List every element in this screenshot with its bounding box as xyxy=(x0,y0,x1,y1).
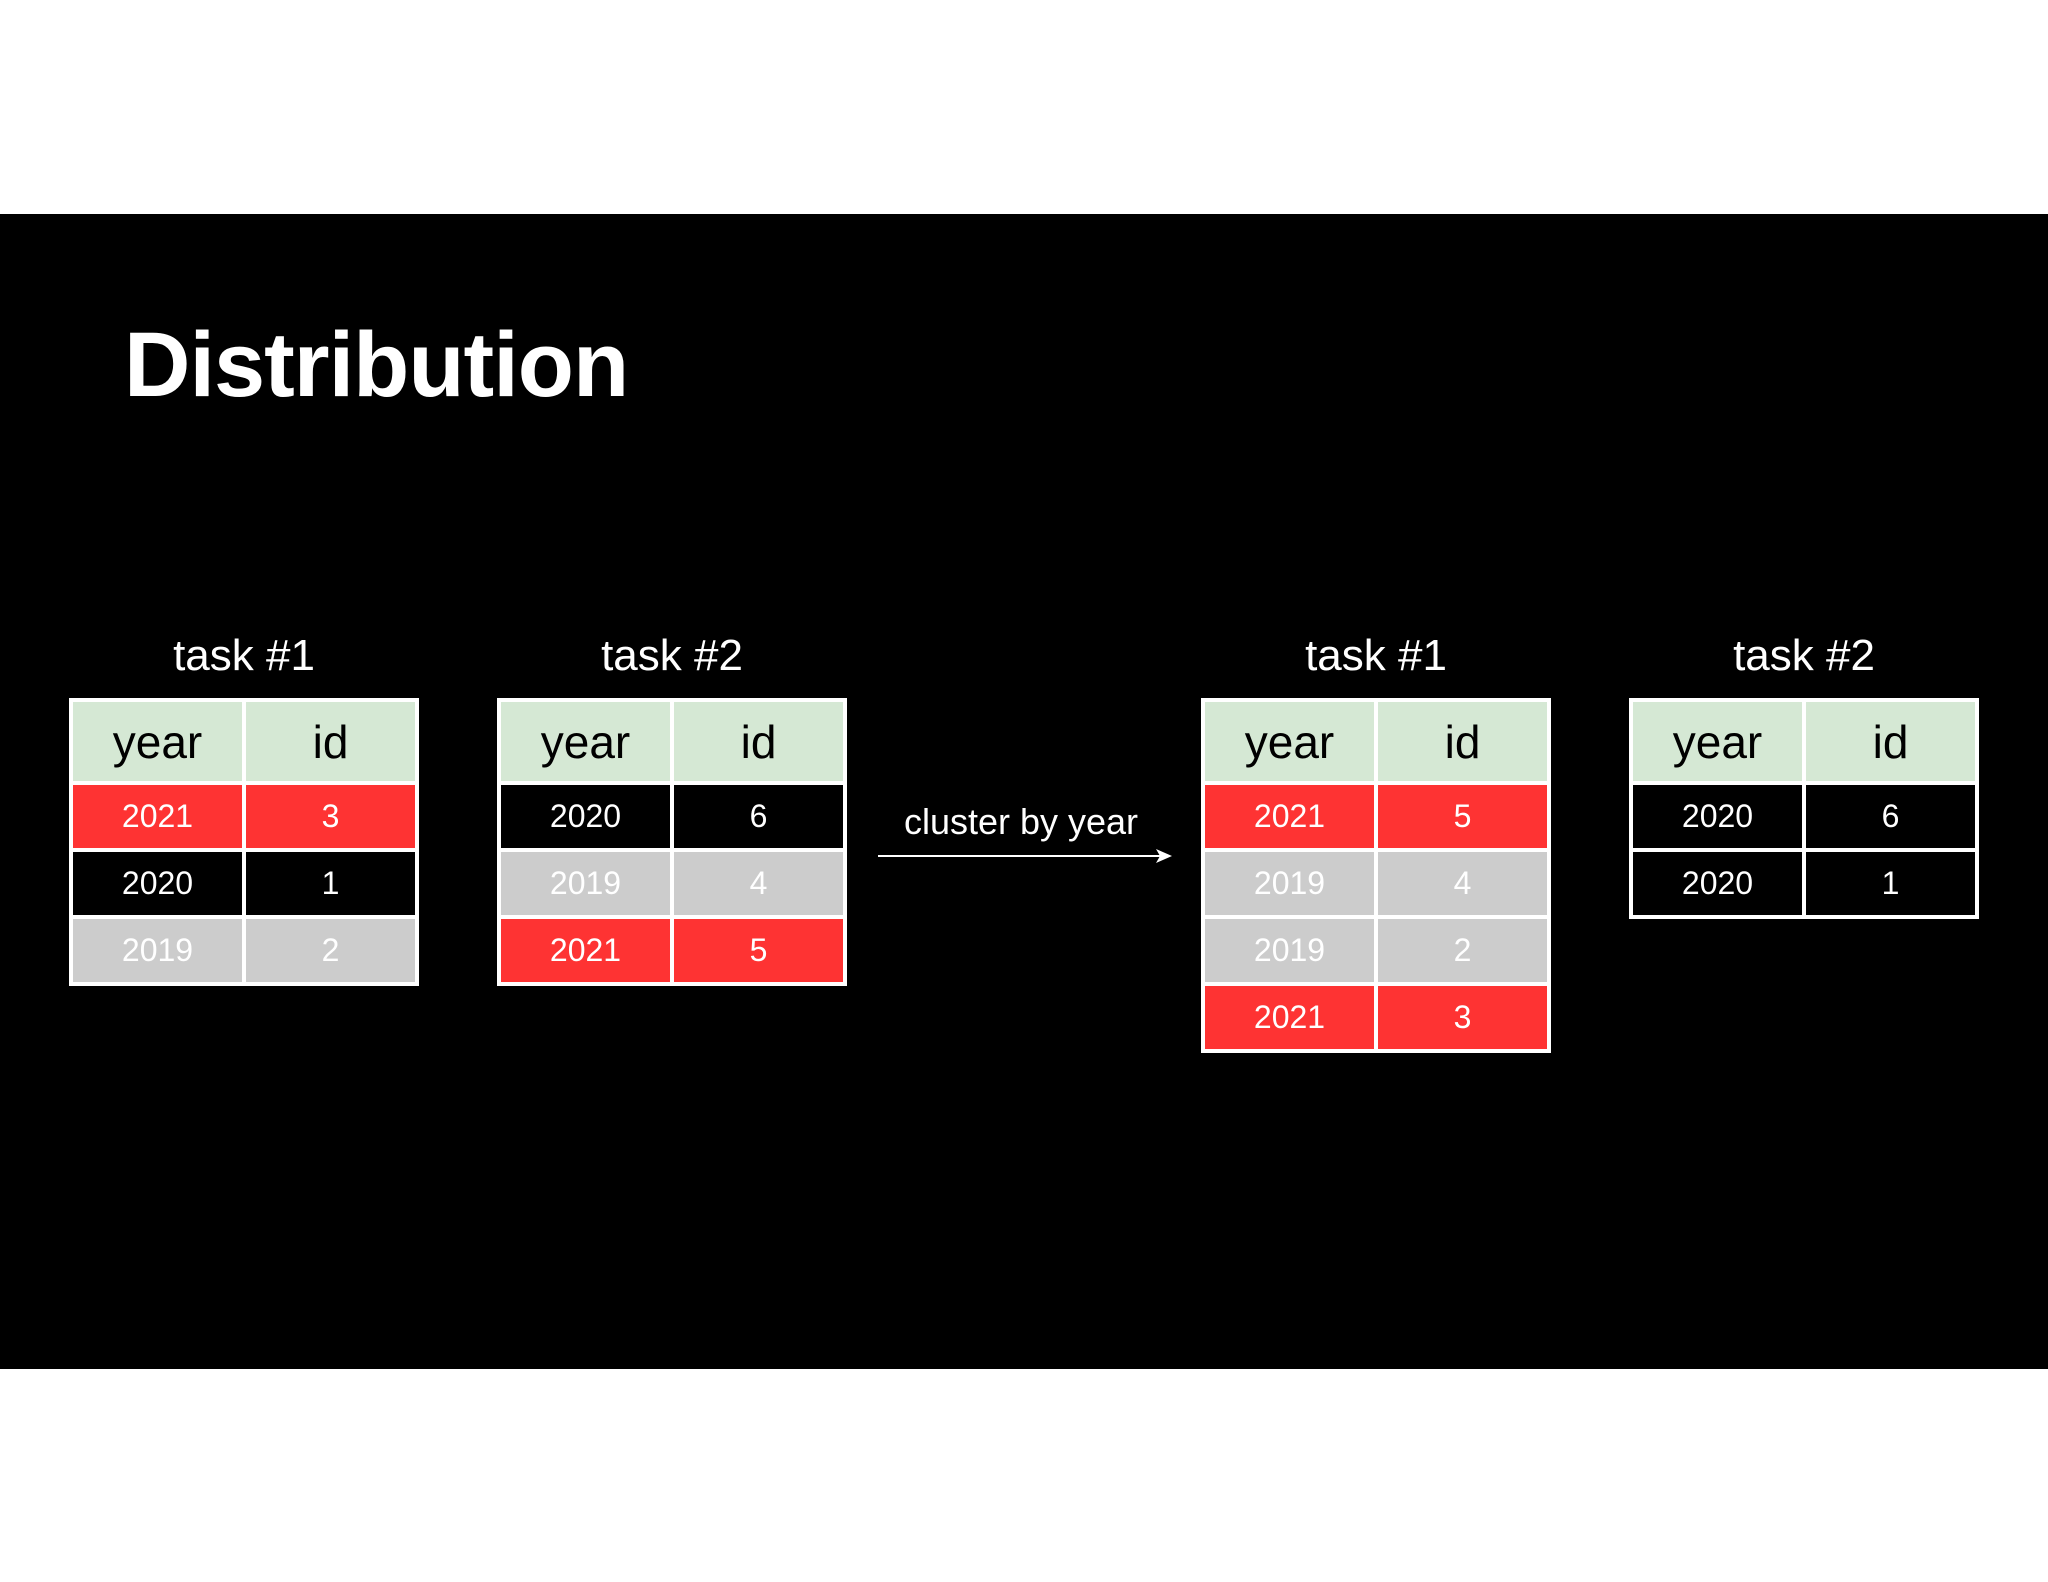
id-header: id xyxy=(246,702,415,781)
year-cell: 2019 xyxy=(501,852,670,915)
id-cell: 4 xyxy=(674,852,843,915)
year-cell: 2021 xyxy=(1205,785,1374,848)
cluster-by-year-label: cluster by year xyxy=(903,801,1139,842)
year-header: year xyxy=(1205,702,1374,781)
id-cell: 3 xyxy=(246,785,415,848)
id-cell: 1 xyxy=(246,852,415,915)
year-cell: 2021 xyxy=(73,785,242,848)
id-header: id xyxy=(1806,702,1975,781)
table-row: 2021 5 xyxy=(1205,785,1547,848)
id-cell: 6 xyxy=(1806,785,1975,848)
year-cell: 2019 xyxy=(73,919,242,982)
task-table: year id 2021 3 2020 1 2019 2 xyxy=(69,698,419,986)
task-table: year id 2020 6 2020 1 xyxy=(1629,698,1979,919)
id-cell: 3 xyxy=(1378,986,1547,1049)
id-cell: 2 xyxy=(1378,919,1547,982)
table-header-row: year id xyxy=(501,702,843,781)
task-table: year id 2021 5 2019 4 2019 2 2021 3 xyxy=(1201,698,1551,1053)
table-row: 2019 4 xyxy=(501,852,843,915)
id-cell: 4 xyxy=(1378,852,1547,915)
year-cell: 2021 xyxy=(501,919,670,982)
table-row: 2019 4 xyxy=(1205,852,1547,915)
task-label: task #2 xyxy=(1733,631,1875,680)
id-cell: 6 xyxy=(674,785,843,848)
year-header: year xyxy=(73,702,242,781)
year-cell: 2019 xyxy=(1205,852,1374,915)
id-cell: 5 xyxy=(674,919,843,982)
right-arrow-icon xyxy=(878,849,1172,863)
task-table: year id 2020 6 2019 4 2021 5 xyxy=(497,698,847,986)
table-header-row: year id xyxy=(73,702,415,781)
year-header: year xyxy=(501,702,670,781)
id-cell: 5 xyxy=(1378,785,1547,848)
table-row: 2019 2 xyxy=(1205,919,1547,982)
year-cell: 2021 xyxy=(1205,986,1374,1049)
table-header-row: year id xyxy=(1205,702,1547,781)
year-cell: 2020 xyxy=(1633,785,1802,848)
year-cell: 2020 xyxy=(73,852,242,915)
id-cell: 2 xyxy=(246,919,415,982)
id-cell: 1 xyxy=(1806,852,1975,915)
table-row: 2019 2 xyxy=(73,919,415,982)
year-cell: 2019 xyxy=(1205,919,1374,982)
table-row: 2021 3 xyxy=(73,785,415,848)
table-row: 2021 5 xyxy=(501,919,843,982)
table-row: 2021 3 xyxy=(1205,986,1547,1049)
slide: Distribution task #1 year id 2021 3 2020… xyxy=(0,214,2048,1369)
table-row: 2020 6 xyxy=(501,785,843,848)
table-row: 2020 1 xyxy=(73,852,415,915)
id-header: id xyxy=(674,702,843,781)
task-label: task #1 xyxy=(1305,631,1447,680)
year-cell: 2020 xyxy=(501,785,670,848)
table-row: 2020 1 xyxy=(1633,852,1975,915)
task-label: task #2 xyxy=(601,631,743,680)
year-cell: 2020 xyxy=(1633,852,1802,915)
table-header-row: year id xyxy=(1633,702,1975,781)
table-row: 2020 6 xyxy=(1633,785,1975,848)
slide-title: Distribution xyxy=(124,314,629,416)
year-header: year xyxy=(1633,702,1802,781)
id-header: id xyxy=(1378,702,1547,781)
task-label: task #1 xyxy=(173,631,315,680)
